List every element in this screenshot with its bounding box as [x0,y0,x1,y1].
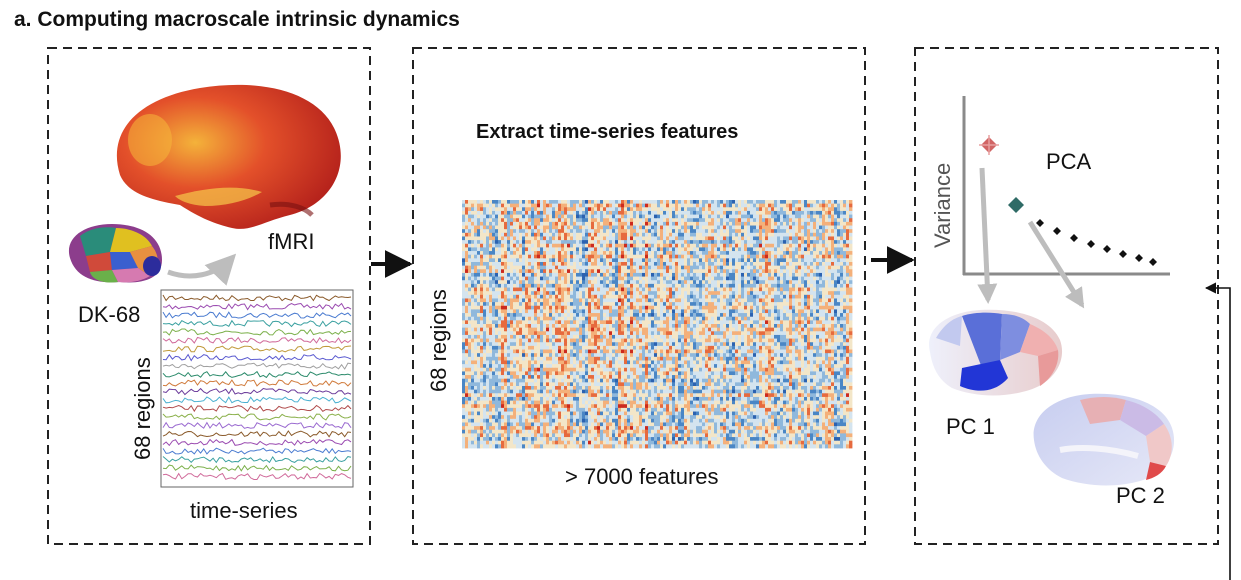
timeseries-trace [162,362,352,370]
panel2-heading: Extract time-series features [476,121,738,143]
timeseries-trace [162,336,352,344]
timeseries-trace [162,447,352,455]
timeseries-trace [162,421,352,429]
pc2-label: PC 2 [1116,483,1165,508]
scree-point [1119,250,1127,258]
timeseries-traces [162,294,352,480]
timeseries-trace [162,438,352,447]
fmri-brain-image [116,84,341,229]
timeseries-trace [162,430,352,438]
timeseries-trace [162,379,352,387]
scree-remaining-points [1036,219,1157,266]
timeseries-plot-frame [160,289,354,488]
panel2-regions-label: 68 regions [426,289,451,392]
panel-1-frame [47,47,371,545]
panel-2-frame [412,47,866,545]
pc1-label: PC 1 [946,414,995,439]
pc1-point [979,135,999,155]
timeseries-trace [162,472,352,480]
timeseries-label: time-series [190,498,298,523]
panel-3-frame [914,47,1219,545]
timeseries-trace [162,370,352,379]
panel1-regions-label: 68 regions [130,357,155,460]
timeseries-trace [162,302,352,311]
timeseries-trace [162,396,352,404]
timeseries-trace [162,345,352,353]
scree-point [1070,234,1078,242]
timeseries-trace [162,311,352,319]
pca-label: PCA [1046,149,1092,174]
scree-point [1149,258,1157,266]
fmri-label: fMRI [268,229,314,254]
feature-heatmap [462,200,853,449]
pca-scree-plot [962,96,1170,309]
pc2-point [1008,197,1024,213]
atlas-label: DK-68 [78,302,140,327]
variance-label: Variance [930,163,955,248]
scree-point [1087,240,1095,248]
pc2-brain-map [1033,393,1175,486]
scree-point [1135,254,1143,262]
timeseries-trace [162,404,352,413]
figure-title: a. Computing macroscale intrinsic dynami… [14,8,460,31]
atlas-to-fmri-arrow [167,253,237,286]
timeseries-trace [162,319,352,328]
scree-point [1053,227,1061,235]
timeseries-trace [162,455,352,464]
dk68-atlas-brain [68,224,162,283]
timeseries-trace [162,353,352,362]
timeseries-trace [162,294,352,302]
pc1-brain-map [929,309,1063,396]
pc1-pointer-arrow [977,167,998,304]
timeseries-trace [162,328,352,336]
scree-point [1103,245,1111,253]
pc2-pointer-arrow [1027,220,1085,309]
scree-point [1036,219,1044,227]
timeseries-trace [162,464,352,472]
feedback-arrow [1204,282,1231,580]
features-label: > 7000 features [565,464,719,489]
timeseries-trace [162,413,352,421]
timeseries-trace [162,387,352,396]
